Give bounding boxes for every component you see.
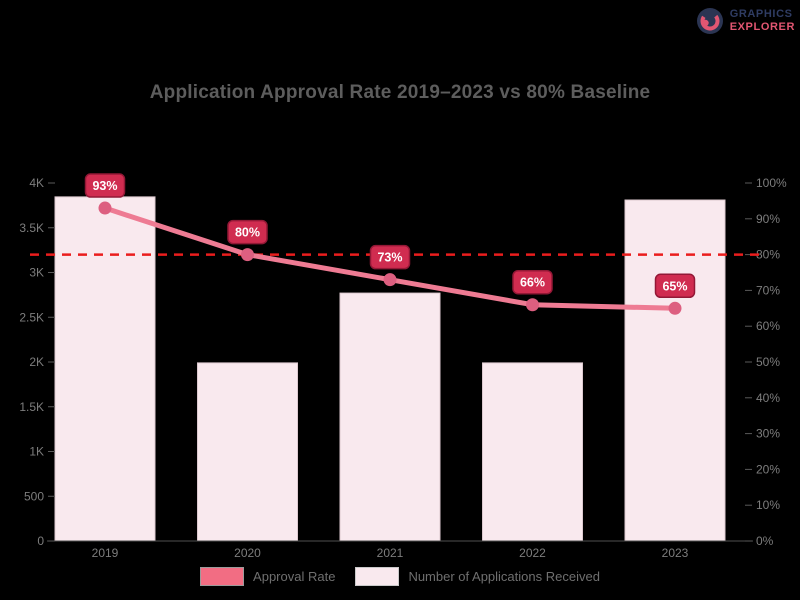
x-axis-label: 2019: [92, 546, 119, 560]
right-axis-tick-label: 50%: [756, 355, 780, 369]
left-axis-tick-label: 3K: [29, 266, 44, 280]
bar[interactable]: [624, 199, 726, 542]
left-axis-tick-label: 1K: [29, 445, 44, 459]
x-axis-label: 2021: [377, 546, 404, 560]
legend-item-approval-rate[interactable]: Approval Rate: [200, 567, 335, 586]
value-badge-label: 80%: [235, 226, 260, 240]
right-axis-tick-label: 30%: [756, 427, 780, 441]
right-axis-tick-label: 80%: [756, 248, 780, 262]
left-axis-tick-label: 1.5K: [19, 400, 44, 414]
legend-swatch-applications: [355, 567, 400, 586]
value-badge[interactable]: [654, 273, 696, 299]
brand-logo: GRAPHICS EXPLORER: [695, 6, 795, 36]
x-axis-label: 2023: [662, 546, 689, 560]
right-axis-tick-label: 70%: [756, 283, 780, 297]
right-axis-tick-label: 10%: [756, 498, 780, 512]
right-axis-tick-label: 60%: [756, 319, 780, 333]
legend-swatch-approval-rate: [200, 567, 245, 586]
value-badge[interactable]: [227, 219, 268, 245]
legend-item-applications[interactable]: Number of Applications Received: [355, 567, 600, 586]
brand-name-line2: EXPLORER: [729, 21, 795, 33]
legend-label-applications: Number of Applications Received: [408, 569, 600, 584]
value-badge[interactable]: [512, 269, 553, 295]
bar[interactable]: [54, 196, 156, 542]
chart-title: Application Approval Rate 2019–2023 vs 8…: [149, 82, 651, 103]
x-axis-label: 2020: [234, 546, 261, 560]
brand-logo-icon: [696, 8, 723, 34]
bar[interactable]: [482, 362, 583, 542]
legend: Approval Rate Number of Applications Rec…: [0, 567, 800, 586]
right-axis-tick-label: 40%: [756, 391, 780, 405]
value-badge[interactable]: [369, 244, 411, 270]
right-axis-tick-label: 0%: [756, 534, 774, 548]
left-axis-tick-label: 500: [24, 489, 44, 503]
data-point-marker[interactable]: [383, 273, 397, 287]
left-axis-tick-label: 2.5K: [19, 310, 44, 324]
value-badge-label: 73%: [377, 251, 402, 265]
bar[interactable]: [197, 362, 298, 542]
right-axis-tick-label: 20%: [756, 462, 780, 476]
value-badge-label: 93%: [92, 179, 117, 193]
brand-name-line1: GRAPHICS: [729, 8, 793, 21]
bar[interactable]: [339, 292, 441, 542]
left-axis-tick-label: 4K: [29, 176, 44, 190]
left-axis-tick-label: 3.5K: [19, 221, 44, 235]
right-axis-tick-label: 100%: [756, 176, 787, 190]
legend-label-approval-rate: Approval Rate: [253, 569, 336, 584]
right-axis-tick-label: 90%: [756, 212, 780, 226]
value-badge-label: 65%: [662, 279, 687, 293]
data-point-marker[interactable]: [98, 201, 112, 215]
data-point-marker[interactable]: [668, 301, 682, 315]
left-axis-tick-label: 0: [37, 534, 44, 548]
data-point-marker[interactable]: [241, 248, 254, 262]
value-badge-label: 66%: [520, 276, 545, 290]
data-point-marker[interactable]: [526, 298, 539, 312]
x-axis-label: 2022: [519, 546, 546, 560]
value-badge[interactable]: [84, 173, 126, 198]
left-axis-tick-label: 2K: [29, 355, 44, 369]
